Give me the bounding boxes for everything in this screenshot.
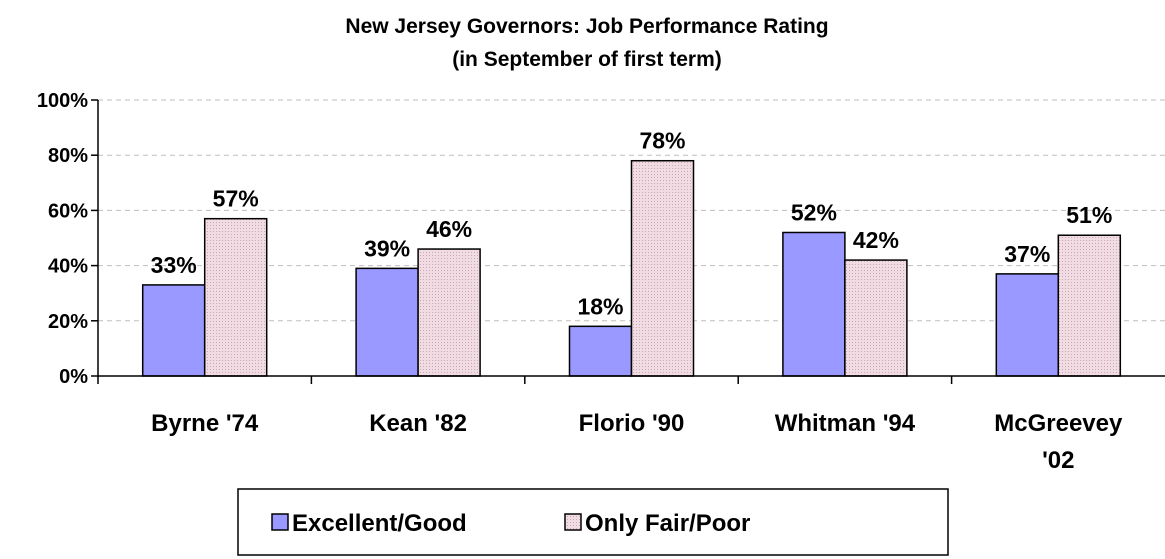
legend-label-excellent-good: Excellent/Good: [292, 510, 467, 537]
category-labels: Byrne '74 Kean '82 Florio '90 Whitman '94 Mc…: [151, 410, 1123, 474]
bar-excellent-good: [995, 273, 1060, 377]
bar-only-fair-poor: [844, 259, 908, 377]
x-category-label: Florio '90: [579, 410, 685, 437]
x-category-label: '02: [1042, 447, 1074, 474]
y-tick-labels: 0% 20% 40% 60% 80% 100%: [37, 90, 88, 388]
bars: [141, 159, 1122, 377]
bar-only-fair-poor: [630, 159, 695, 377]
data-label: 37%: [1004, 241, 1050, 267]
legend-box: [237, 488, 949, 556]
legend-label-only-fair-poor: Only Fair/Poor: [585, 510, 750, 537]
bar-excellent-good: [355, 267, 419, 377]
data-label: 51%: [1066, 202, 1112, 228]
legend: Excellent/Good Only Fair/Poor: [237, 488, 949, 556]
data-labels: 33% 57% 39% 46% 18% 78% 52% 42% 37% 51%: [151, 128, 1113, 320]
bar-only-fair-poor: [1057, 234, 1122, 377]
data-label: 52%: [791, 199, 837, 225]
bar-excellent-good: [141, 284, 206, 377]
bar-only-fair-poor: [203, 217, 268, 377]
data-label: 33%: [151, 252, 197, 278]
data-label: 78%: [639, 128, 685, 154]
y-tick-label: 80%: [48, 145, 88, 167]
y-tick-label: 0%: [59, 366, 88, 388]
y-tick-label: 40%: [48, 256, 88, 278]
data-label: 39%: [364, 235, 410, 261]
y-tick-label: 20%: [48, 311, 88, 333]
x-category-label: Kean '82: [369, 410, 467, 437]
data-label: 42%: [853, 227, 899, 253]
x-category-label: McGreevey: [994, 410, 1123, 437]
bar-excellent-good: [568, 325, 633, 377]
bar-only-fair-poor: [417, 248, 481, 377]
data-label: 46%: [426, 216, 472, 242]
bar-excellent-good: [782, 231, 846, 377]
x-category-label: Whitman '94: [775, 410, 916, 437]
chart-title: New Jersey Governors: Job Performance Ra…: [345, 15, 828, 38]
y-tick-label: 100%: [37, 90, 88, 112]
data-label: 18%: [577, 293, 623, 319]
axes: [91, 99, 1165, 384]
chart-subtitle: (in September of first term): [452, 48, 722, 71]
data-label: 57%: [213, 186, 259, 212]
legend-swatch-excellent-good: [271, 513, 289, 531]
legend-swatch-only-fair-poor: [564, 513, 582, 531]
y-tick-label: 60%: [48, 200, 88, 222]
x-category-label: Byrne '74: [151, 410, 259, 437]
